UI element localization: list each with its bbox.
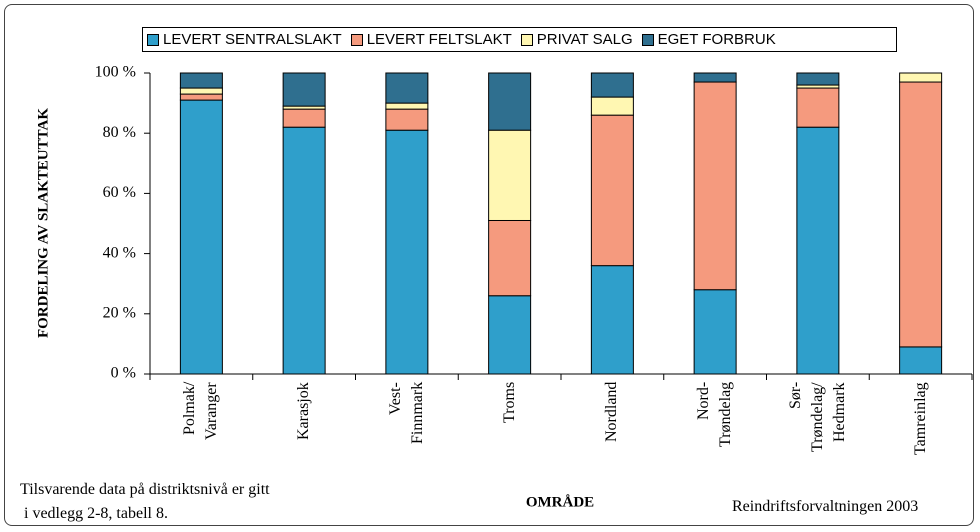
bar-segment xyxy=(693,289,737,375)
legend-swatch xyxy=(147,33,159,46)
bar-segment xyxy=(590,114,634,267)
bar-segment xyxy=(590,96,634,116)
legend-swatch xyxy=(641,33,654,46)
bar-segment xyxy=(282,126,326,375)
bar-segment xyxy=(488,295,532,375)
x-tick-label: Karasjok xyxy=(295,382,313,440)
bar-segment xyxy=(179,99,223,375)
legend-item: EGET FORBRUK xyxy=(641,31,776,48)
bar-segment xyxy=(385,102,429,110)
bar-segment xyxy=(899,81,943,348)
legend-item: LEVERT FELTSLAKT xyxy=(350,31,512,48)
bar-segment xyxy=(179,93,223,101)
x-axis-label: OMRÅDE xyxy=(526,494,594,510)
bar-segment xyxy=(385,108,429,131)
y-axis-label: FORDELING AV SLAKTEUTTAK xyxy=(35,108,51,338)
bar-segment xyxy=(385,72,429,104)
x-tick-label: Nord- Trøndelag xyxy=(695,382,735,448)
bar-segment xyxy=(488,129,532,221)
legend-swatch xyxy=(350,33,363,46)
bar-segment xyxy=(693,72,737,83)
x-tick-label: Troms xyxy=(500,382,518,424)
y-tick-label: 0 % xyxy=(111,365,136,382)
x-tick-label: Nordland xyxy=(603,382,621,443)
bar-segment xyxy=(282,72,326,107)
bar-segment xyxy=(488,72,532,131)
legend-label: EGET FORBRUK xyxy=(657,31,776,48)
legend-label: LEVERT SENTRALSLAKT xyxy=(163,31,342,48)
bar-segment xyxy=(899,346,943,375)
y-tick-label: 100 % xyxy=(95,64,136,81)
note: Tilsvarende data på distriktsnivå er git… xyxy=(20,481,270,522)
bar-segment xyxy=(899,72,943,83)
y-tick-label: 60 % xyxy=(103,184,136,201)
bar-segment xyxy=(796,72,840,86)
y-tick-label: 20 % xyxy=(103,304,136,321)
bar-segment xyxy=(488,219,532,297)
bar-segment xyxy=(282,108,326,128)
legend-item: LEVERT SENTRALSLAKT xyxy=(147,31,342,48)
legend-label: LEVERT FELTSLAKT xyxy=(366,31,512,48)
x-tick-label: Tamreinlag xyxy=(911,382,929,455)
legend: LEVERT SENTRALSLAKT LEVERT FELTSLAKT PRIVA… xyxy=(142,27,897,52)
bar-segment xyxy=(590,265,634,375)
x-tick-label: Sør- Trøndelag/ Hedmark xyxy=(786,382,848,452)
x-tick-label: Vest- Finnmark xyxy=(386,382,426,445)
y-tick-label: 80 % xyxy=(103,124,136,141)
legend-item: PRIVAT SALG xyxy=(520,31,633,48)
bar-segment xyxy=(590,72,634,98)
legend-swatch xyxy=(520,33,533,46)
bar-segment xyxy=(796,126,840,375)
x-tick-label: Polmak/ Varanger xyxy=(181,382,221,440)
bar-segment xyxy=(385,129,429,375)
frame xyxy=(4,4,974,526)
legend-label: PRIVAT SALG xyxy=(536,31,633,48)
bar-segment xyxy=(796,87,840,128)
source: Reindriftsforvaltningen 2003 xyxy=(732,498,919,515)
bar-segment xyxy=(693,81,737,291)
bar-segment xyxy=(179,72,223,89)
y-tick-label: 40 % xyxy=(103,244,136,261)
bar-segment xyxy=(179,87,223,95)
